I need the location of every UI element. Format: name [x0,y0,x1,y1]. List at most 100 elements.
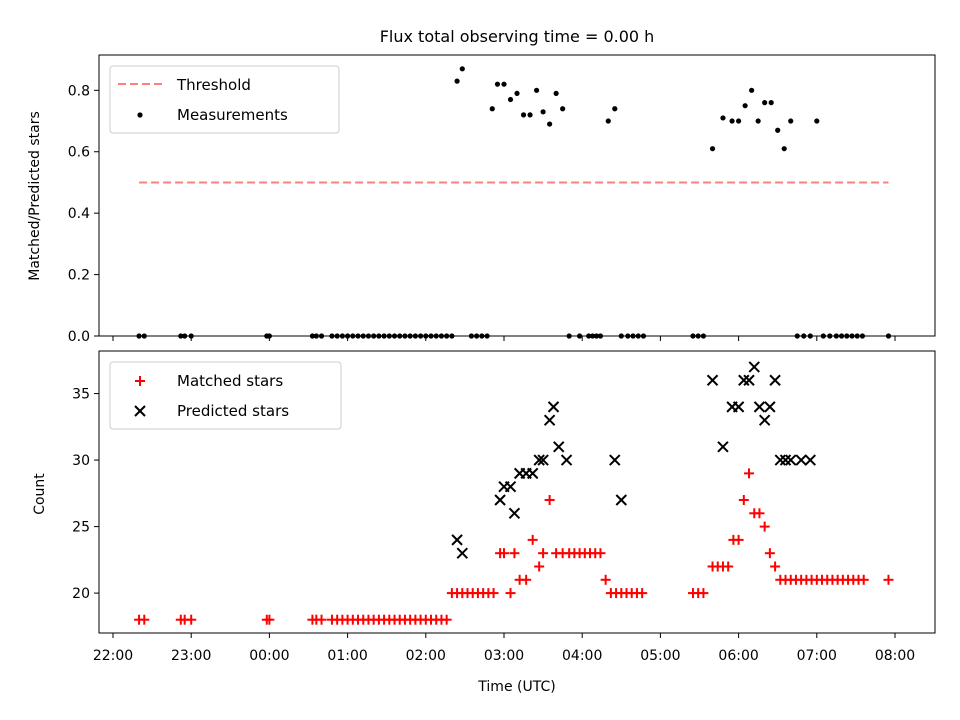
legend-threshold-label: Threshold [176,76,251,94]
count-panel: 20 25 30 35 22:00 23:00 00:00 01:00 02:00 03:00 0… [32,350,936,695]
measurement-point [736,118,742,124]
x-tick-label: 06:00 [718,648,758,664]
y-tick-label: 0.2 [68,268,90,284]
x-axis-label: Time (UTC) [477,679,555,695]
chart-title: Flux total observing time = 0.00 h [380,27,655,46]
matched-star-point [316,614,327,625]
legend-measurements-label: Measurements [177,106,288,124]
legend-matched-swatch [135,376,145,386]
matched-star-point [595,548,606,559]
legend-predicted-label: Predicted stars [177,402,289,420]
ratio-axes-frame [98,54,936,337]
ratio-y-ticks: 0.0 0.2 0.4 0.6 0.8 [68,83,99,345]
predicted-star-point [795,454,807,466]
matched-star-point [499,548,509,559]
measurement-point [459,66,465,72]
predicted-star-point [764,401,776,413]
ratio-panel: 0.00.20.40.60.8 Matched/Predicted stars … [27,54,936,345]
measurement-point [527,112,533,118]
matched-star-point [441,614,452,625]
predicted-star-point [804,454,816,466]
measurement-point [720,115,726,121]
predicted-star-point [494,494,506,506]
count-y-ticks: 20 25 30 35 [72,387,99,602]
x-tick-label: 03:00 [484,648,524,664]
predicted-star-point [748,361,760,373]
measurement-point [454,78,460,84]
matched-star-point [509,548,520,559]
matched-star-point [723,561,734,572]
y-tick-label: 0.8 [68,83,90,99]
matched-star-point [759,521,770,532]
predicted-star-point [537,454,549,466]
measurement-point [742,103,748,109]
predicted-star-point [456,547,469,559]
matched-star-point [754,508,765,519]
count-x-ticks: 22:00 23:00 00:00 01:00 02:00 03:00 04:00 05:00… [93,633,915,664]
ratio-x-ticks [112,336,896,341]
legend-matched-label: Matched stars [177,372,283,390]
matched-star-point [264,614,275,625]
predicted-star-point [526,467,539,480]
x-tick-label: 23:00 [171,648,211,664]
measurement-point [749,87,755,93]
count-legend: Matched stars Predicted stars [109,361,342,430]
measurement-point [612,106,618,112]
measurement-point [762,100,768,106]
predicted-star-point [553,441,565,453]
matched-star-point [521,574,532,585]
predicted-star-point [732,401,745,413]
measurement-point [514,90,520,96]
predicted-star-point [738,374,750,386]
x-tick-label: 00:00 [249,648,289,664]
x-tick-label: 04:00 [562,648,602,664]
matched-star-point [770,561,781,572]
predicted-star-point [774,454,787,466]
predicted-star-point [779,454,792,466]
predicted-star-point [753,401,766,413]
y-tick-label: 30 [72,453,90,469]
x-tick-label: 01:00 [327,648,367,664]
matched-star-point [698,588,709,599]
predicted-star-point [609,454,621,466]
matched-star-point [505,588,516,599]
measurement-point [540,109,546,115]
predicted-star-point [758,414,771,426]
measurement-point [547,121,553,127]
matched-star-point [858,574,869,585]
legend-box [109,65,340,134]
matched-star-point [534,561,545,572]
legend-box [109,361,342,430]
measurement-point [489,106,495,112]
measurement-point [729,118,735,124]
predicted-star-point [543,414,556,426]
matched-star-point [883,574,894,585]
measurement-point [605,118,611,124]
measurement-point [709,146,716,152]
predicted-star-point [547,401,560,413]
ratio-y-axis-label: Matched/Predicted stars [27,111,43,281]
y-tick-label: 0.4 [68,206,90,222]
predicted-star-point [504,480,517,493]
x-tick-label: 05:00 [640,648,680,664]
measurement-point [533,87,540,93]
matched-star-point [527,534,538,545]
matched-star-point [738,494,749,505]
measurement-point [507,96,514,103]
y-tick-label: 0.0 [68,329,90,345]
predicted-star-point [533,454,545,466]
legend-measurements-swatch [137,112,143,118]
legend-predicted-swatch [134,405,146,417]
x-tick-label: 22:00 [93,648,133,664]
matched-star-point [637,588,648,599]
matched-star-point [139,614,150,625]
y-tick-label: 35 [72,387,90,403]
measurement-point [814,118,820,124]
matched-star-point [733,534,744,545]
x-tick-label: 07:00 [797,648,837,664]
y-tick-label: 25 [72,520,90,536]
count-marks [134,361,894,625]
count-y-axis-label: Count [32,473,48,515]
measurement-point [788,118,794,124]
